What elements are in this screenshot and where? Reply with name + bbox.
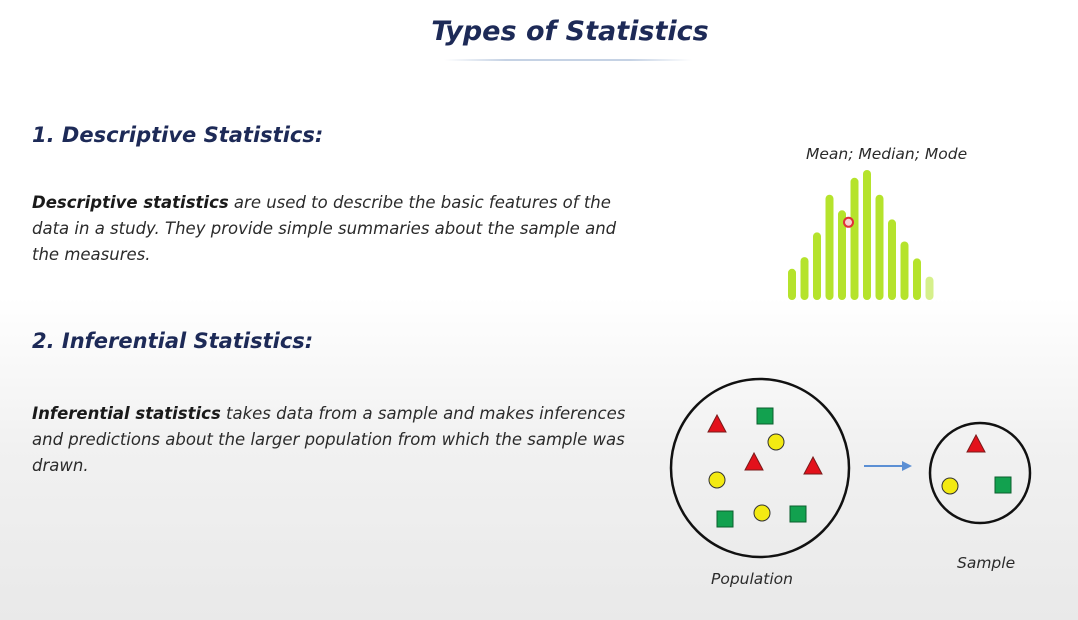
histogram-bar xyxy=(838,210,846,300)
inferential-heading: 2. Inferential Statistics: xyxy=(32,329,314,353)
green-square-icon xyxy=(994,476,1012,494)
slide-title: Types of Statistics xyxy=(431,16,709,47)
red-triangle-icon xyxy=(966,433,986,453)
descriptive-term: Descriptive statistics xyxy=(32,193,229,212)
sample-label: Sample xyxy=(957,554,1016,572)
descriptive-text: are used to describe the basic features … xyxy=(32,193,617,264)
descriptive-paragraph: Descriptive statistics are used to descr… xyxy=(32,190,632,268)
sample-circle xyxy=(928,421,1032,525)
yellow-circle-icon xyxy=(767,433,785,451)
histogram-bar xyxy=(825,194,834,300)
mean-marker-icon xyxy=(843,216,854,228)
histogram-bar xyxy=(888,219,896,300)
right-arrow-icon xyxy=(902,461,912,471)
histogram-bar xyxy=(925,276,934,300)
red-triangle-icon xyxy=(707,413,727,433)
yellow-circle-icon xyxy=(941,477,959,495)
histogram-caption: Mean; Median; Mode xyxy=(806,145,968,163)
histogram-bar xyxy=(850,177,859,300)
histogram-bar xyxy=(900,241,909,300)
yellow-circle-icon xyxy=(753,504,771,522)
inferential-text: takes data from a sample and makes infer… xyxy=(32,404,626,475)
histogram-bar xyxy=(788,268,796,300)
green-square-icon xyxy=(789,505,807,523)
inferential-paragraph: Inferential statistics takes data from a… xyxy=(32,401,632,479)
histogram-bar xyxy=(875,194,884,300)
red-triangle-icon xyxy=(744,451,764,471)
histogram-bar xyxy=(863,170,871,300)
histogram-bar xyxy=(813,232,821,300)
descriptive-heading: 1. Descriptive Statistics: xyxy=(32,123,324,147)
title-underline xyxy=(444,59,692,61)
green-square-icon xyxy=(716,510,734,528)
population-sample-illustration xyxy=(669,377,1032,559)
inferential-term: Inferential statistics xyxy=(32,404,221,423)
red-triangle-icon xyxy=(803,455,823,475)
histogram-illustration xyxy=(788,170,934,300)
histogram-bar xyxy=(913,258,921,300)
population-circle xyxy=(669,377,851,559)
population-label: Population xyxy=(711,570,793,588)
yellow-circle-icon xyxy=(708,471,726,489)
green-square-icon xyxy=(756,407,774,425)
histogram-bar xyxy=(800,257,809,300)
